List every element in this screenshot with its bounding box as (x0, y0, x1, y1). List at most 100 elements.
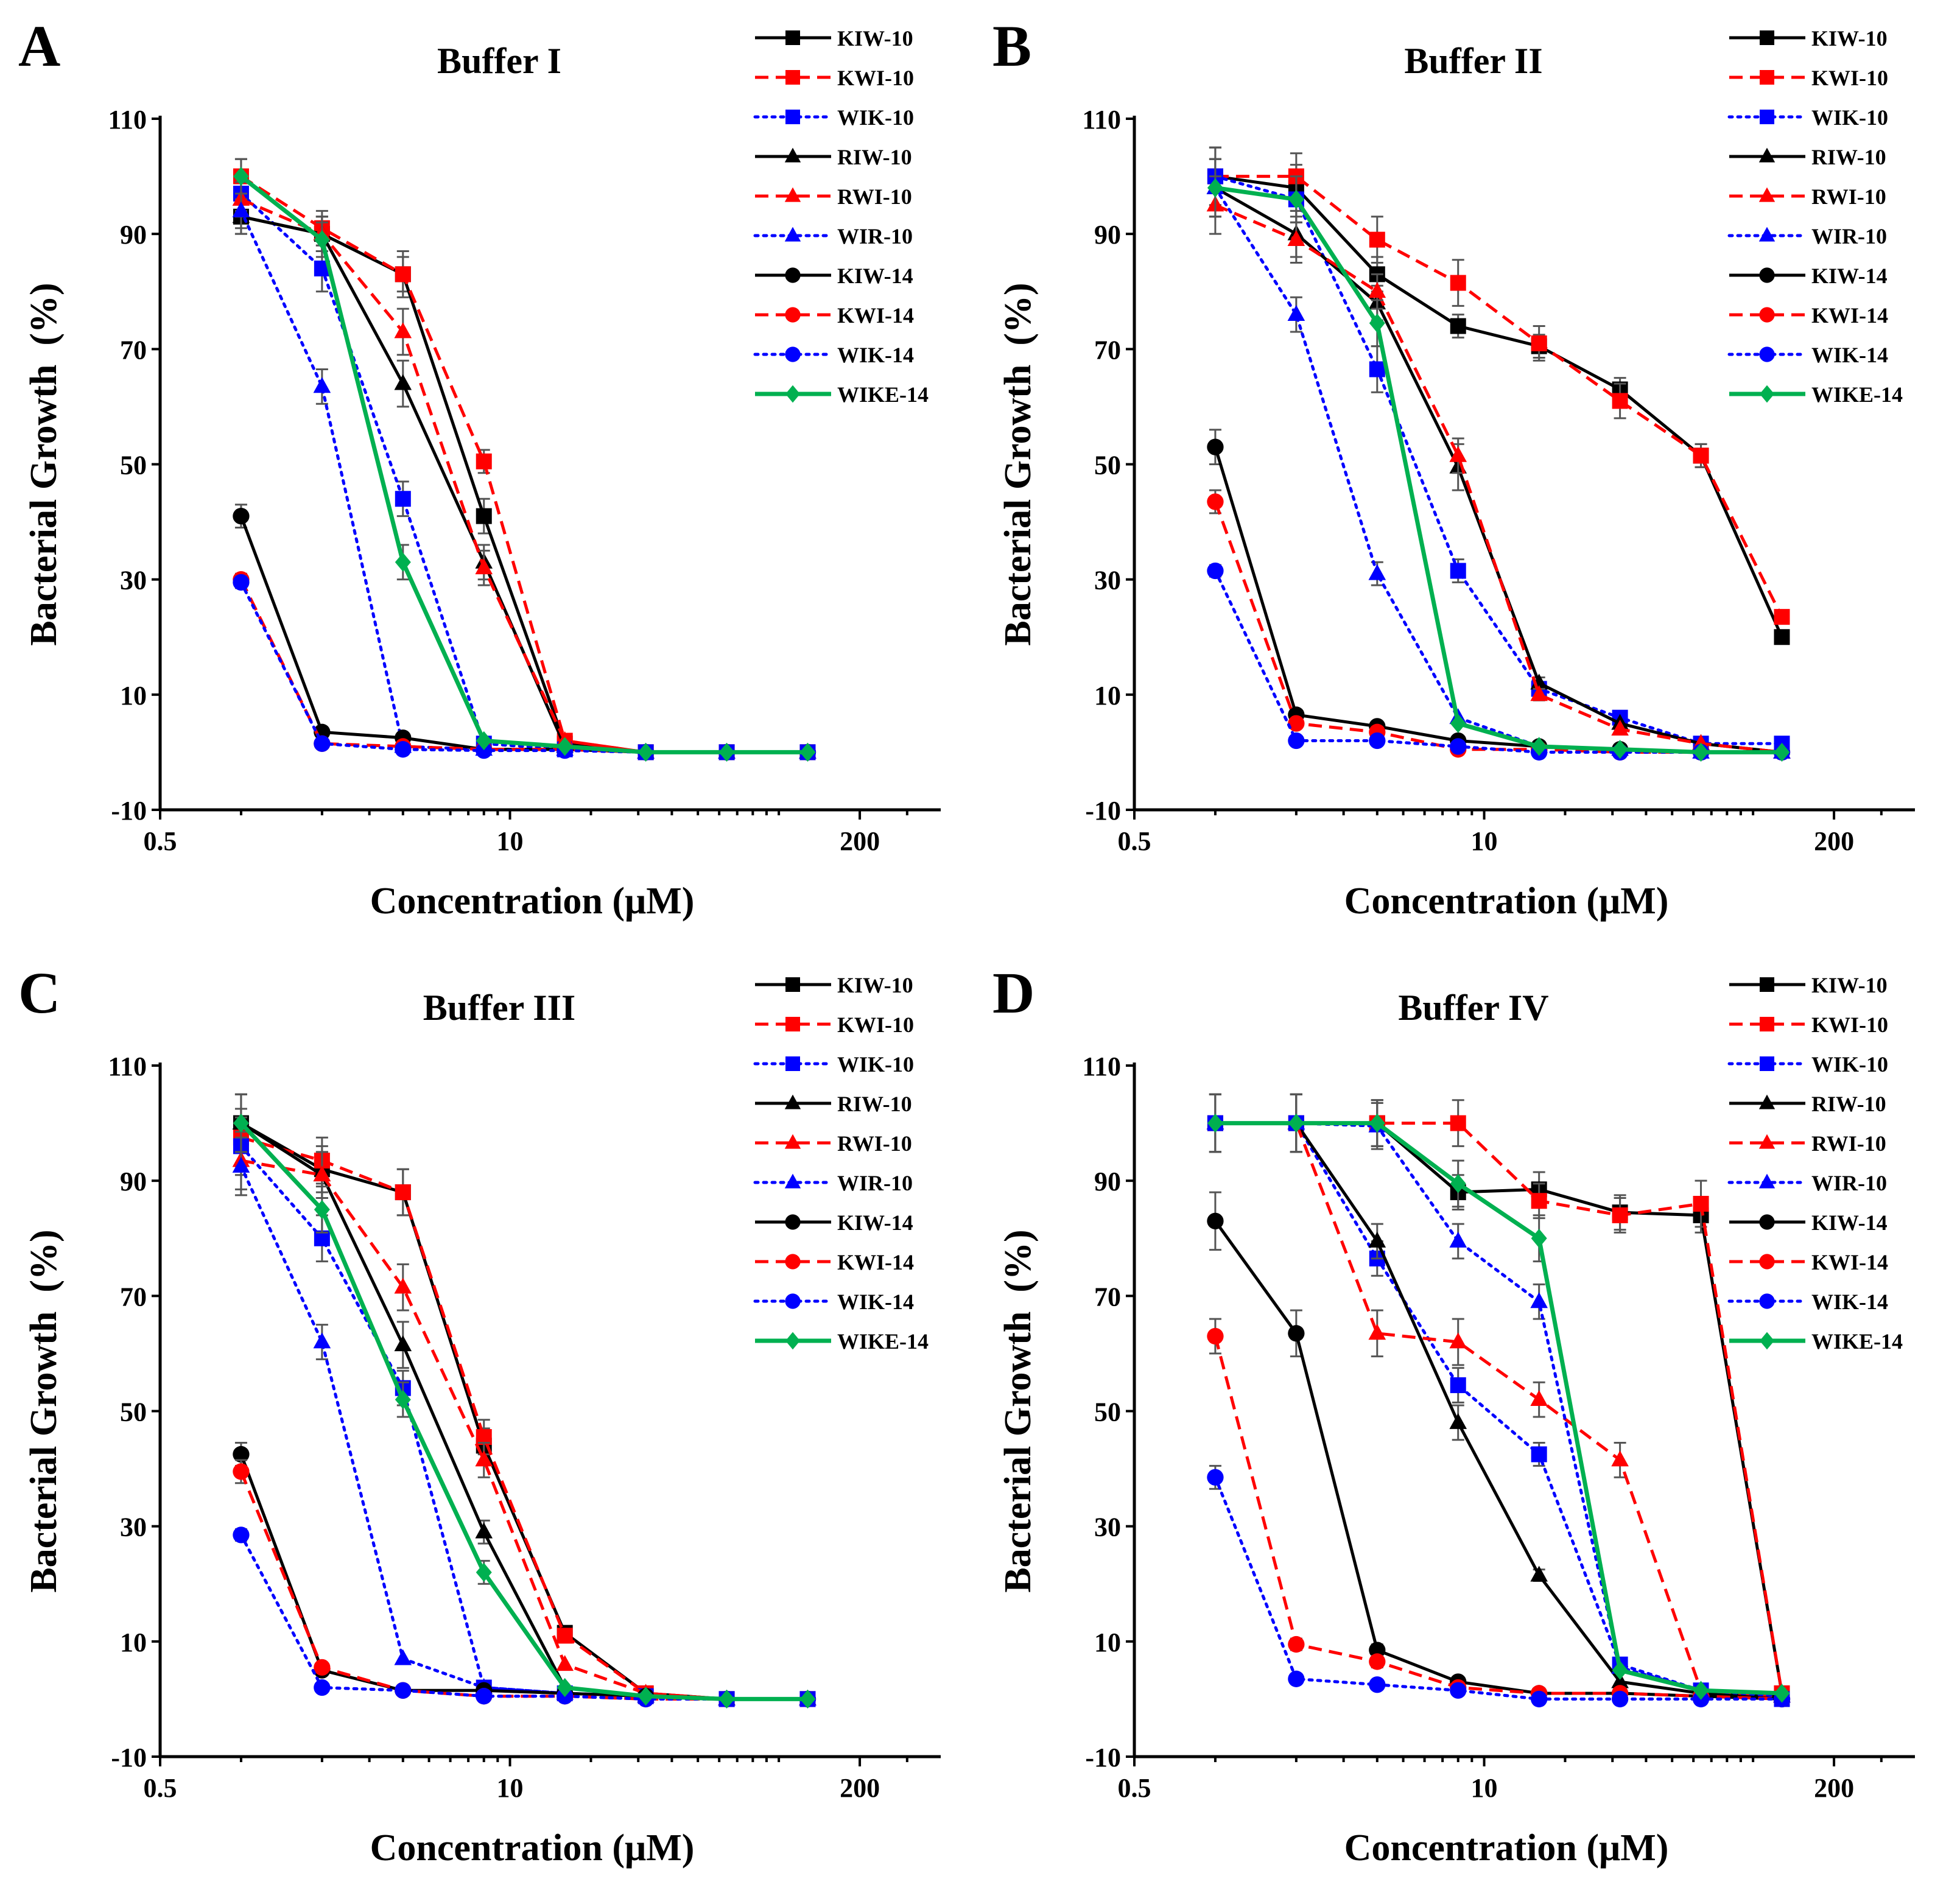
data-point (557, 737, 573, 756)
data-point (233, 1463, 250, 1480)
legend-marker (1759, 307, 1775, 323)
data-point (1450, 1174, 1466, 1193)
legend-item: KIW-14 (755, 264, 913, 288)
data-point (394, 1335, 412, 1352)
legend-item: WIK-14 (753, 1290, 914, 1314)
data-point (395, 266, 411, 283)
series-wik-10 (233, 175, 816, 761)
data-point (395, 552, 411, 572)
data-point (476, 1688, 493, 1705)
legend-marker (1759, 1293, 1775, 1309)
legend-label: KWI-14 (837, 303, 914, 328)
data-point (1369, 1653, 1386, 1670)
data-point (314, 230, 330, 250)
y-tick-label: 90 (1094, 220, 1121, 250)
legend: KIW-10 KWI-10 WIK-10 RIW-10 RWI-10 WIR-10 KIW-… (753, 26, 929, 407)
y-tick-label: -10 (1085, 796, 1121, 826)
legend-label: WIK-10 (1811, 105, 1888, 130)
legend-label: WIR-10 (837, 1171, 913, 1195)
legend-item: KIW-14 (1729, 264, 1888, 288)
y-tick-label: 70 (1094, 335, 1121, 365)
y-tick-label: 10 (120, 681, 147, 711)
data-point (1368, 564, 1386, 580)
data-point (395, 491, 411, 507)
y-tick-label: 30 (120, 566, 147, 595)
data-point (1288, 189, 1304, 209)
legend-label: WIR-10 (837, 224, 913, 248)
data-point (1450, 714, 1466, 733)
data-point (1611, 1450, 1629, 1467)
data-point (313, 377, 331, 393)
data-point (1693, 448, 1709, 464)
legend-marker (785, 30, 800, 45)
legend-label: RIW-10 (1811, 1092, 1886, 1116)
legend-label: RWI-10 (1811, 1131, 1886, 1156)
legend-label: RWI-10 (837, 184, 912, 209)
series-kwi-14 (1207, 1318, 1791, 1708)
legend-item: KWI-10 (755, 1013, 914, 1037)
legend-label: KIW-14 (837, 1210, 913, 1235)
data-point (1531, 1690, 1548, 1708)
series-line (1215, 1122, 1782, 1698)
data-point (1369, 314, 1385, 333)
data-point (1368, 282, 1386, 298)
data-point (1450, 1682, 1467, 1699)
legend-label: KWI-14 (1811, 1250, 1888, 1274)
legend-item: KWI-14 (755, 1250, 914, 1274)
legend-item: KIW-10 (1729, 26, 1888, 51)
y-tick-label: 90 (120, 220, 147, 250)
legend-label: RIW-10 (837, 145, 912, 169)
data-point (395, 1389, 411, 1410)
legend-marker (1759, 267, 1775, 283)
legend-marker (785, 385, 800, 403)
data-point (232, 1156, 250, 1173)
legend-label: WIKE-14 (1811, 1329, 1903, 1354)
data-point (1288, 732, 1305, 750)
data-point (476, 742, 493, 759)
legend-marker (785, 307, 801, 323)
series-kiw-14 (1207, 429, 1791, 761)
data-point (1207, 178, 1223, 198)
y-tick-label: 90 (1094, 1167, 1121, 1196)
panel-title: Buffer I (437, 41, 561, 81)
data-point (233, 574, 250, 591)
legend-marker (1760, 1332, 1774, 1350)
series-line (239, 192, 809, 754)
data-point (1450, 318, 1466, 334)
legend-label: KWI-14 (1811, 303, 1888, 328)
series-wike-14 (233, 158, 816, 762)
y-tick-label: 30 (1094, 566, 1121, 595)
data-point (1449, 1413, 1467, 1429)
y-axis-title: Bacterial Growth (%) (997, 283, 1039, 645)
legend-label: WIR-10 (1811, 224, 1887, 248)
legend-marker (1758, 1173, 1776, 1189)
series-kwi-14 (1207, 489, 1791, 761)
legend-item: KWI-10 (1729, 66, 1888, 90)
data-point (1287, 304, 1305, 321)
legend-label: WIK-14 (837, 343, 914, 367)
series-line (1215, 186, 1782, 754)
data-point (394, 1277, 412, 1294)
data-point (1530, 1292, 1548, 1309)
data-point (475, 558, 493, 575)
legend-marker (785, 1332, 800, 1350)
data-point (314, 1200, 330, 1220)
legend-marker (1759, 1254, 1775, 1270)
legend-marker (1760, 1017, 1774, 1031)
y-tick-label: -10 (111, 1743, 147, 1772)
data-point (1531, 737, 1547, 756)
panel-c: C Buffer III -10 10 30 50 70 90 110 0.5 10 200 Conce… (18, 960, 941, 1869)
data-point (1449, 446, 1467, 462)
series-line (241, 215, 808, 754)
data-point (557, 1677, 573, 1698)
data-point (1612, 740, 1628, 759)
legend-item: WIR-10 (753, 1171, 913, 1195)
data-point (1612, 1207, 1628, 1223)
x-tick-label: 200 (840, 1773, 880, 1803)
legend-marker (1760, 1056, 1774, 1071)
data-point (1611, 1672, 1629, 1688)
series-line (241, 1159, 808, 1701)
y-axis-title: Bacterial Growth (%) (23, 283, 65, 645)
series-line (1214, 186, 1782, 754)
legend-label: RWI-10 (1811, 184, 1886, 209)
